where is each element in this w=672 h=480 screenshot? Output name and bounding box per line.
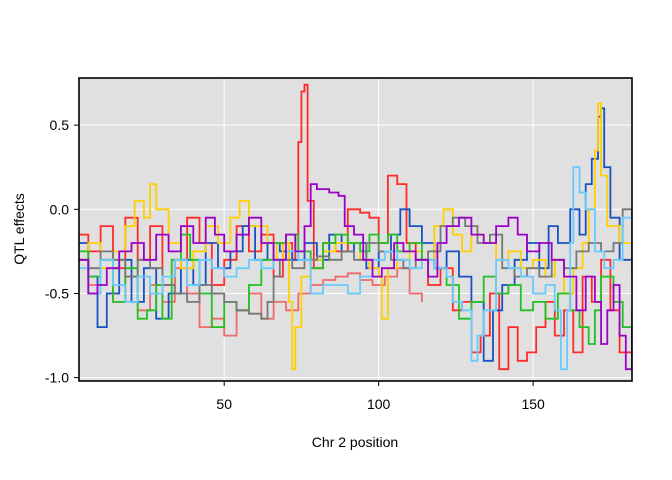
plot-background xyxy=(79,78,632,381)
series-line-8 xyxy=(79,183,632,371)
series-line-7 xyxy=(79,166,632,371)
y-tick-label-2: 0.0 xyxy=(50,201,70,217)
x-tick-label-0: 50 xyxy=(216,396,232,412)
series-layer xyxy=(79,83,632,371)
y-axis-ticks: -1.0 -0.5 0.0 0.5 xyxy=(45,117,79,386)
y-axis-title: QTL effects xyxy=(11,193,27,265)
x-axis-title: Chr 2 position xyxy=(312,434,398,450)
x-tick-label-2: 150 xyxy=(521,396,545,412)
y-tick-label-3: 0.5 xyxy=(50,117,70,133)
plot-frame xyxy=(78,77,633,382)
y-tick-label-0: -1.0 xyxy=(45,370,69,386)
x-tick-label-1: 100 xyxy=(367,396,391,412)
x-axis-ticks: 50 100 150 xyxy=(216,381,545,412)
series-line-6 xyxy=(79,208,632,320)
y-tick-label-1: -0.5 xyxy=(45,285,69,301)
